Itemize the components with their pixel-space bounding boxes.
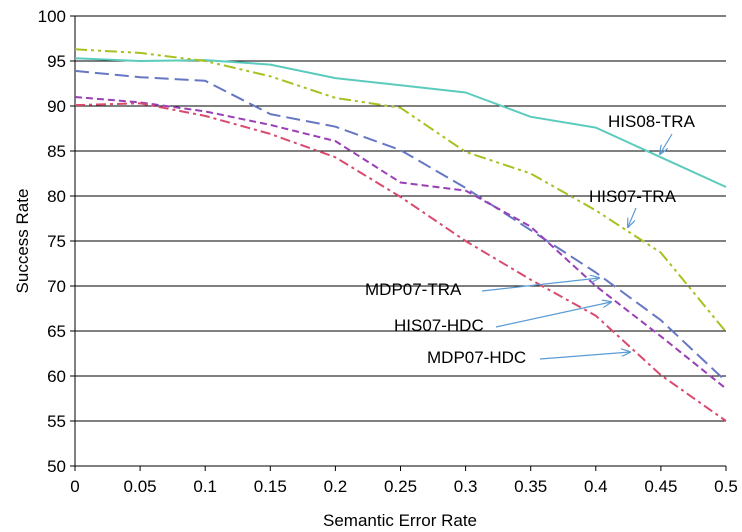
annotation-arrow xyxy=(628,207,637,227)
gridlines xyxy=(75,15,726,467)
series-line-mdp07-hdc xyxy=(74,102,727,422)
y-tick-label: 60 xyxy=(47,367,66,386)
x-tick-label: 0 xyxy=(70,477,79,496)
series-line-mdp07-tra xyxy=(74,69,727,383)
annotation-label: HIS07-HDC xyxy=(394,316,484,335)
y-tick-label: 80 xyxy=(47,187,66,206)
annotations: HIS08-TRA HIS07-TRA MDP07-TRA HIS07-HDC MDP0… xyxy=(365,112,696,367)
x-tick-label: 0.4 xyxy=(584,477,608,496)
series-lines xyxy=(74,48,727,422)
x-tick-label: 0.5 xyxy=(714,477,738,496)
x-tick-label: 0.05 xyxy=(124,477,157,496)
series-line-his07-tra xyxy=(74,48,727,333)
x-tick-label: 0.45 xyxy=(644,477,677,496)
annotation-arrow xyxy=(495,302,611,328)
y-axis-title: Success Rate xyxy=(13,189,32,294)
x-tick-label: 0.25 xyxy=(384,477,417,496)
x-axis-title: Semantic Error Rate xyxy=(323,511,477,530)
y-tick-label: 70 xyxy=(47,277,66,296)
series-line-his08-tra xyxy=(74,57,727,188)
x-tick-label: 0.15 xyxy=(254,477,287,496)
annotation-label: MDP07-TRA xyxy=(365,280,462,299)
annotation-arrow xyxy=(539,352,630,360)
x-tick-label: 0.2 xyxy=(324,477,348,496)
annotation-arrow xyxy=(660,133,673,154)
y-tick-label: 95 xyxy=(47,52,66,71)
y-tick-label: 75 xyxy=(47,232,66,251)
annotation-label: MDP07-HDC xyxy=(427,348,526,367)
x-tick-label: 0.3 xyxy=(454,477,478,496)
x-tick-label: 0.35 xyxy=(514,477,547,496)
annotation-label: HIS07-TRA xyxy=(589,187,677,206)
y-tick-label: 85 xyxy=(47,142,66,161)
axes: 50 55 60 65 70 75 80 85 90 95 100 0 0.05 0.1 0.15 0.2 0.… xyxy=(38,7,738,496)
y-tick-label: 90 xyxy=(47,97,66,116)
y-tick-label: 50 xyxy=(47,457,66,476)
annotation-label: HIS08-TRA xyxy=(608,112,696,131)
annotation-arrow xyxy=(481,278,599,292)
y-tick-label: 55 xyxy=(47,412,66,431)
series-line-his07-hdc xyxy=(74,96,727,390)
x-tick-label: 0.1 xyxy=(193,477,217,496)
y-tick-label: 100 xyxy=(38,7,66,26)
y-tick-label: 65 xyxy=(47,322,66,341)
